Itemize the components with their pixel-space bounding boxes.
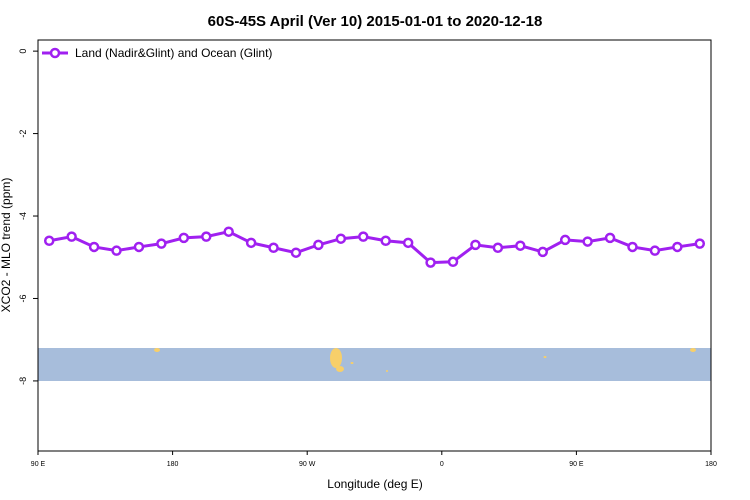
data-point (380, 235, 391, 247)
x-tick-label: 90 E (569, 461, 584, 468)
map-strip (38, 348, 711, 381)
legend-label: Land (Nadir&Glint) and Ocean (Glint) (75, 46, 272, 60)
chart-title: 60S-45S April (Ver 10) 2015-01-01 to 202… (208, 13, 543, 30)
data-point (111, 245, 122, 256)
data-point (268, 242, 279, 254)
y-tick-label: 0 (18, 49, 28, 54)
data-point (672, 241, 683, 253)
data-point (245, 237, 257, 249)
data-point (43, 235, 55, 247)
x-axis-label: Longitude (deg E) (327, 477, 422, 491)
x-tick-label: 90 E (31, 461, 46, 468)
y-tick-label: -2 (18, 130, 28, 138)
data-point (313, 239, 324, 251)
data-point (156, 238, 167, 249)
data-point (425, 257, 436, 268)
data-point (627, 241, 638, 253)
data-point (537, 246, 548, 258)
data-point (492, 242, 504, 254)
data-point (66, 231, 77, 242)
data-point (604, 232, 616, 244)
land-patches (154, 348, 696, 372)
data-point (582, 236, 593, 247)
data-point (133, 241, 145, 253)
data-point (290, 247, 302, 258)
x-tick-label: 0 (440, 461, 444, 468)
legend-marker (49, 47, 61, 59)
data-point (178, 232, 190, 244)
plot-frame (37, 39, 712, 452)
x-tick-label: 180 (705, 461, 717, 468)
data-point (470, 239, 481, 251)
data-point (201, 231, 212, 242)
data-point (447, 256, 459, 268)
data-point (694, 238, 706, 249)
y-tick-label: -4 (18, 212, 28, 220)
y-tick-label: -8 (18, 377, 28, 385)
y-tick-label: -6 (18, 294, 28, 302)
data-point (88, 241, 100, 253)
y-axis-label: XCO2 - MLO trend (ppm) (0, 178, 13, 313)
data-point (559, 234, 571, 246)
data-point (223, 226, 234, 237)
data-point (649, 245, 661, 256)
data-point (402, 237, 414, 249)
x-tick-label: 180 (167, 461, 179, 468)
series-line (48, 230, 701, 265)
data-point (358, 231, 369, 242)
x-tick-label: 90 W (299, 461, 316, 468)
data-point (515, 240, 526, 251)
data-point (335, 233, 347, 244)
